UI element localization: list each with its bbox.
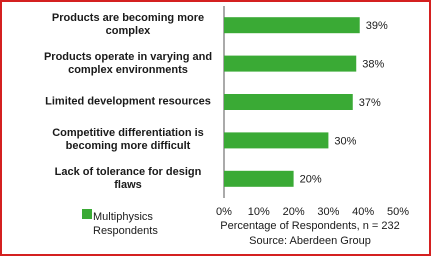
category-label: Competitive differentiation is becoming … [52,127,204,153]
bar [224,55,357,72]
x-tick-label: 50% [387,206,409,218]
category-label: Limited development resources [45,95,211,108]
bar [224,170,294,187]
x-tick-label: 20% [283,206,305,218]
data-label: 39% [366,20,388,32]
data-label: 20% [300,174,322,186]
category-label: Products are becoming more complex [51,12,205,38]
source: Source: Aberdeen Group [249,235,371,247]
category-label: Products operate in varying and complex … [43,50,213,76]
x-tick-label: 40% [352,206,374,218]
bar [224,17,360,34]
x-tick-label: 30% [317,206,339,218]
x-axis-title: Percentage of Respondents, n = 232 [220,220,400,232]
plot: Percentage of Respondents, n = 232 Sourc… [82,6,409,247]
data-label: 38% [362,59,384,71]
bar [224,94,353,110]
x-tick-label: 0% [216,206,232,218]
bar [224,132,329,149]
data-label: 37% [359,97,381,109]
legend-label: Multiphysics Respondents [93,211,158,237]
x-tick-label: 10% [248,206,270,218]
data-label: 30% [334,135,356,147]
category-label: Lack of tolerance for design flaws [54,165,202,191]
legend-swatch [82,209,92,219]
